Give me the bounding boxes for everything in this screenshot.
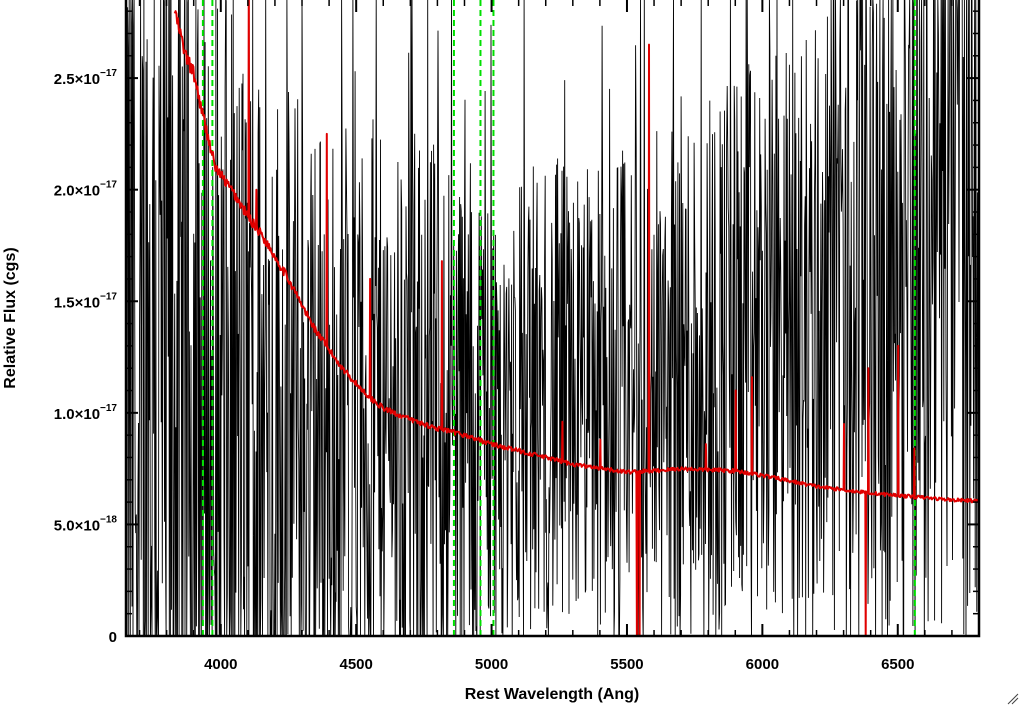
x-tick-label: 4000	[204, 656, 237, 673]
y-tick-label: 1.5×10−17	[54, 291, 118, 311]
model-spectrum-path	[173, 0, 979, 636]
y-tick-mantissa: 0	[109, 629, 117, 646]
y-tick-exponent: −17	[100, 403, 117, 414]
model-spectrum-line	[173, 0, 979, 636]
y-tick-mantissa: 2.0×10	[54, 183, 100, 200]
y-axis-ticks: 05.0×10−181.0×10−171.5×10−172.0×10−172.5…	[54, 10, 979, 646]
y-tick-exponent: −18	[100, 514, 117, 525]
y-tick-label: 1.0×10−17	[54, 403, 118, 423]
x-axis-ticks: 4000 4500 5000 5500 6000 6500	[138, 0, 980, 673]
y-tick-label: 2.5×10−17	[54, 68, 118, 88]
y-tick-mantissa: 2.5×10	[54, 71, 100, 88]
x-tick-label: 5500	[610, 656, 643, 673]
plot-area	[126, 0, 979, 636]
plot-frame	[124, 0, 981, 638]
y-tick-label: 5.0×10−18	[54, 514, 118, 534]
y-tick-exponent: −17	[100, 180, 117, 191]
x-tick-label: 4500	[339, 656, 372, 673]
y-tick-mantissa: 5.0×10	[54, 517, 100, 534]
x-tick-label: 6000	[746, 656, 779, 673]
y-tick-exponent: −17	[100, 68, 117, 79]
resize-grip-icon	[1007, 693, 1019, 705]
x-tick-label: 5000	[475, 656, 508, 673]
y-tick-mantissa: 1.0×10	[54, 406, 100, 423]
x-tick-label: 6500	[881, 656, 914, 673]
y-axis-title: Relative Flux (cgs)	[2, 247, 19, 388]
vertical-markers	[201, 0, 916, 636]
observed-spectrum-line	[126, 0, 979, 636]
y-tick-mantissa: 1.5×10	[54, 294, 100, 311]
y-tick-label: 2.0×10−17	[54, 180, 118, 200]
x-axis-title: Rest Wavelength (Ang)	[465, 686, 640, 703]
observed-spectrum-path	[126, 0, 979, 636]
y-tick-exponent: −17	[100, 291, 117, 302]
y-tick-label: 0	[109, 629, 117, 646]
